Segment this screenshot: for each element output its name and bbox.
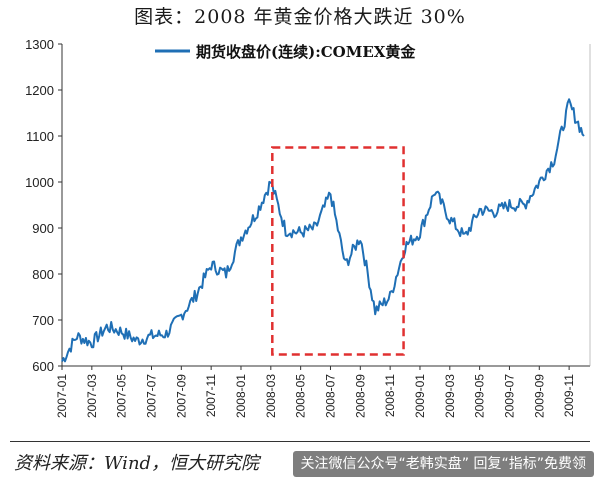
- x-tick-label: 2008-05: [294, 374, 308, 418]
- x-tick-label: 2009-03: [443, 374, 457, 418]
- x-tick-label: 2007-03: [85, 374, 99, 418]
- x-tick-label: 2008-01: [234, 374, 248, 418]
- x-tick-label: 2008-09: [353, 374, 367, 418]
- x-tick-label: 2007-11: [204, 374, 218, 417]
- x-tick-label: 2009-01: [413, 374, 427, 418]
- y-tick-label: 1300: [25, 37, 54, 52]
- y-tick-label: 1200: [25, 83, 54, 98]
- gold-price-chart: 600 700 800 900 1000 1100 1200 1300 2007-01 2007-…: [25, 37, 591, 418]
- x-tick-label: 2007-01: [55, 374, 69, 418]
- y-tick-label: 900: [32, 221, 54, 236]
- x-tick-label: 2007-05: [115, 374, 129, 418]
- series-line-comex-gold: [61, 98, 585, 363]
- y-tick-label: 600: [32, 359, 54, 374]
- footer-divider: [10, 441, 590, 442]
- legend-label: 期货收盘价(连续):COMEX黄金: [196, 43, 416, 61]
- x-tick-label: 2007-09: [174, 374, 188, 418]
- x-tick-label: 2007-07: [144, 374, 158, 418]
- x-tick-label: 2008-07: [323, 374, 337, 418]
- y-tick-label: 700: [32, 313, 54, 328]
- x-tick-label: 2009-09: [532, 374, 546, 418]
- x-tick-label: 2009-05: [473, 374, 487, 418]
- y-tick-label: 1000: [25, 175, 54, 190]
- y-tick-label: 1100: [26, 129, 54, 144]
- x-tick-label: 2008-11: [383, 374, 397, 417]
- highlight-dashed-box: [271, 146, 405, 356]
- x-tick-label: 2009-11: [562, 374, 576, 417]
- source-note: 资料来源：Wind，恒大研究院: [14, 453, 260, 474]
- x-tick-label: 2009-07: [502, 374, 516, 418]
- page-title: 图表：2008 年黄金价格大跌近 30%: [134, 6, 466, 28]
- watermark-banner: 关注微信公众号“老韩实盘” 回复“指标”免费领: [292, 451, 594, 477]
- x-tick-label: 2008-03: [264, 374, 278, 418]
- y-tick-label: 800: [32, 267, 54, 282]
